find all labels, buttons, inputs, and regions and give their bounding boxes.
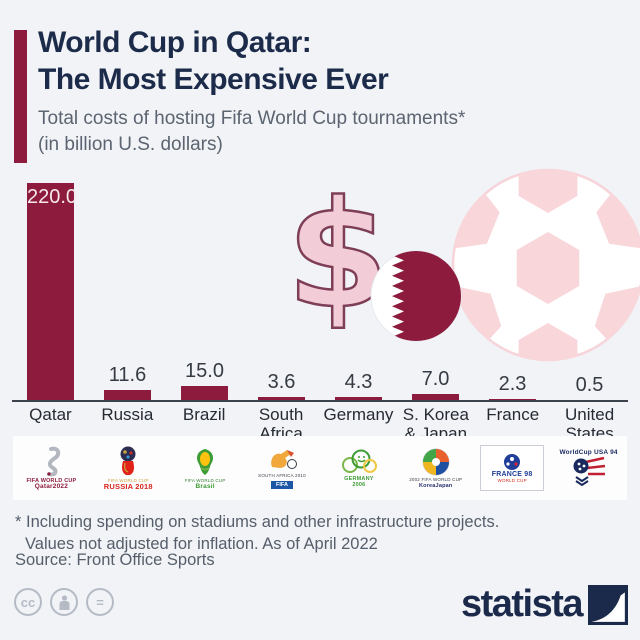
russia-2018-trophy-icon [120, 446, 136, 475]
statista-wordmark: statista [460, 583, 584, 625]
bar-value-label: 7.0 [421, 368, 450, 391]
bar-column-korea-japan: 7.0 [397, 180, 474, 401]
bar-france [489, 398, 536, 401]
tournament-logo-band: FIFA WORLD CUP Qatar2022 FIFA WORLD CUP … [13, 436, 627, 500]
license-icons: cc = [14, 588, 114, 616]
bar-column-qatar: 220.0 [12, 180, 89, 401]
bar-column-russia: 11.6 [89, 180, 166, 401]
logo-caption: Qatar2022 [34, 483, 69, 490]
logo-russia-2018: FIFA WORLD CUP RUSSIA 2018 [90, 439, 167, 497]
source-text: Source: Front Office Sports [15, 551, 215, 569]
logo-caption: RUSSIA 2018 [103, 482, 153, 491]
bar-korea-japan [412, 394, 459, 401]
logo-caption: WorldCup USA 94 [559, 448, 618, 456]
usa-94-ball-stripes-icon [573, 457, 605, 487]
logo-caption: 2006 [352, 482, 366, 488]
bar-qatar: 220.0 [27, 183, 78, 401]
bar-value-label: 11.6 [108, 363, 147, 386]
south-africa-2010-player-icon [271, 450, 297, 470]
bar-value-label: 4.3 [344, 370, 373, 393]
logo-brazil-2014: FIFA WORLD CUP Brasil [167, 439, 244, 497]
dollar-sign-illustration: $ [288, 172, 388, 332]
category-label: Russia [101, 405, 154, 424]
france-98-ball-icon [504, 453, 521, 470]
title-line-2: The Most Expensive Ever [38, 63, 389, 96]
footnote-line-1: * Including spending on stadiums and oth… [15, 513, 500, 531]
person-glyph [59, 594, 69, 610]
qatar-2022-emblem-icon [47, 446, 61, 476]
title-line-1: World Cup in Qatar: [38, 26, 312, 59]
bar-value-label: 15.0 [185, 360, 224, 383]
statista-branding[interactable]: statista [461, 583, 628, 626]
svg-text:$: $ [288, 172, 388, 332]
no-derivatives-icon[interactable]: = [86, 588, 114, 616]
bar-column-south-africa: 3.6 [243, 180, 320, 401]
bar-column-france: 2.3 [474, 180, 551, 401]
bar-germany [335, 396, 382, 401]
category-label: Qatar [29, 405, 72, 424]
brazil-2014-trophy-icon [197, 448, 214, 475]
bar-column-united-states: 0.5 [551, 180, 628, 401]
korea-japan-2002-swirl-icon [422, 448, 450, 475]
footnote: * Including spending on stadiums and oth… [15, 511, 499, 555]
nd-icon-label: = [96, 594, 104, 610]
bar-brazil [181, 386, 228, 401]
logo-caption: Brasil [195, 483, 215, 490]
logo-caption: SOUTH AFRICA 2010 [258, 473, 306, 479]
attribution-person-icon[interactable] [50, 588, 78, 616]
category-label: Brazil [182, 405, 226, 424]
logo-caption: FRANCE 98 [491, 470, 533, 478]
cc-icon[interactable]: cc [14, 588, 42, 616]
logo-caption: GERMANY [344, 475, 374, 482]
subtitle-line-1: Total costs of hosting Fifa World Cup to… [38, 108, 466, 129]
logo-korea-japan-2002: 2002 FIFA WORLD CUP KoreaJapan [397, 439, 474, 497]
bar-value-label: 0.5 [575, 373, 604, 396]
category-label: France [486, 405, 540, 424]
logo-caption: FIFA WORLD CUP [184, 477, 226, 483]
bar-value-label: 220.0 [27, 186, 78, 208]
logo-qatar-2022: FIFA WORLD CUP Qatar2022 [13, 439, 90, 497]
bar-south-africa [258, 397, 305, 401]
statista-logo-icon [588, 584, 628, 625]
title-accent-bar [14, 30, 27, 163]
footnote-line-2: Values not adjusted for inflation. As of… [25, 535, 378, 553]
soccer-ball-illustration [451, 168, 640, 362]
cc-icon-label: cc [20, 594, 36, 610]
logo-germany-2006: GERMANY 2006 [320, 439, 397, 497]
logo-caption: FIFA WORLD CUP [26, 477, 77, 484]
bar-value-label: 3.6 [267, 371, 296, 394]
page-title: World Cup in Qatar: The Most Expensive E… [38, 24, 389, 98]
page-subtitle: Total costs of hosting Fifa World Cup to… [38, 106, 465, 158]
germany-2006-faces-icon [341, 449, 377, 473]
bar-column-germany: 4.3 [320, 180, 397, 401]
category-label: Germany [323, 405, 394, 424]
logo-usa-94: WorldCup USA 94 [550, 439, 627, 497]
subtitle-line-2: (in billion U.S. dollars) [38, 134, 223, 155]
bar-value-label: 2.3 [498, 372, 527, 395]
logo-caption: 2002 FIFA WORLD CUP [409, 476, 463, 482]
logo-south-africa-2010: SOUTH AFRICA 2010 FIFA [244, 439, 321, 497]
fifa-chip: FIFA [271, 480, 293, 489]
x-axis-line [12, 400, 628, 402]
logo-caption: FIFA WORLD CUP [107, 477, 149, 483]
logo-caption: KoreaJapan [418, 483, 453, 489]
bar-column-brazil: 15.0 [166, 180, 243, 401]
bar-chart: 220.0 11.6 15.0 3.6 4.3 7.0 2.3 0.5 [12, 180, 628, 401]
bar-russia [104, 389, 151, 401]
qatar-flag-circle [370, 250, 462, 342]
logo-france-98: FRANCE 98 WORLD CUP [480, 445, 545, 491]
logo-caption: WORLD CUP [497, 478, 527, 483]
